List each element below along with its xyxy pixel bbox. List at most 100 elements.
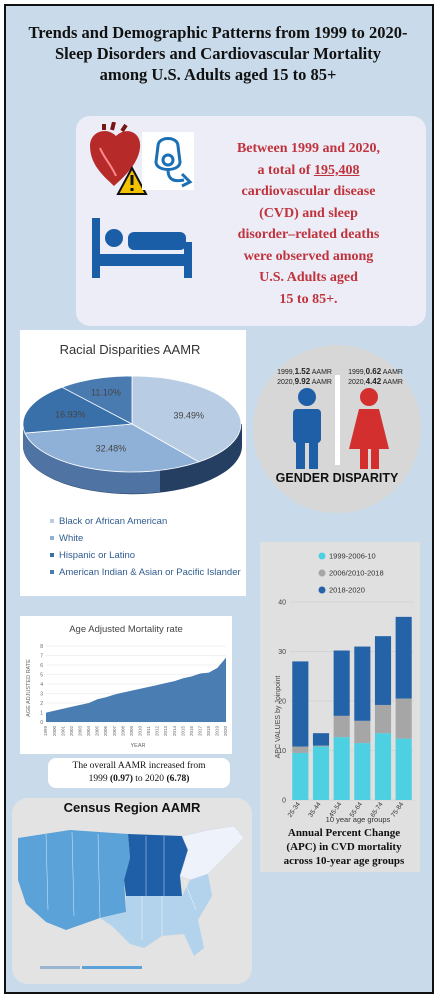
race-legend-item: White [50,533,83,544]
aamr-chart-title: Age Adjusted Mortality rate [69,624,183,635]
female-1999-year: 1999, [348,369,366,376]
apc-xtick: 25-34 [287,801,302,819]
census-panel: Census Region AAMR [12,798,252,984]
legend-label: White [59,533,84,544]
apc-bar-segment [395,616,412,699]
aamr-xtick: 2017 [197,726,202,737]
legend-swatch [50,536,54,541]
apc-bar-segment [312,733,330,746]
intro-line-4: (CVD) and sleep [259,205,358,221]
aamr-xtick: 2013 [163,726,168,737]
male-2020-unit: AAMR [311,379,332,386]
aamr-ytick: 5 [40,673,43,679]
northeast-region [179,825,245,881]
aamr-ytick: 2 [40,701,43,707]
intro-icons [90,122,194,278]
apc-bar-segment [333,737,350,800]
aamr-xtick: 2019 [215,726,220,737]
apc-bar-segment [374,733,392,800]
intro-total-deaths: 195,408 [313,162,360,178]
aamr-xtick: 2008 [120,726,125,737]
us-map [18,825,245,969]
apc-caption-line-1: Annual Percent Change [287,827,401,839]
apc-ytick: 10 [278,748,286,755]
sleep-mask-icon [142,132,194,190]
intro-line-8: 15 to 85+. [279,291,338,307]
apc-ytick: 30 [278,649,286,656]
race-legend-item: Black or African American [50,516,167,527]
apc-ytick: 40 [278,600,286,607]
apc-chart: 1999-2006-10 2006/2010-2018 2018-2020 0 10 2… [275,552,414,824]
title-line-3: among U.S. Adults aged 15 to 85+ [99,65,337,84]
aamr-xtick: 2003 [77,726,82,737]
legend-swatch [50,553,54,558]
intro-line-7: U.S. Adults aged [259,270,358,285]
aamr-xtick: 2005 [95,726,100,737]
aamr-caption-2020: (6.78) [166,774,190,784]
apc-legend-label: 1999-2006-10 [329,552,376,561]
apc-legend-label: 2018-2020 [329,586,365,595]
south-region [100,874,212,956]
aamr-ytick: 7 [40,654,43,660]
map-legend-bar-2 [82,966,142,969]
census-title: Census Region AAMR [63,800,201,815]
apc-bar-segment [292,752,309,800]
state-borders [45,831,197,940]
aamr-ylabel: AGE ADJUSTED RATE [26,659,32,717]
legend-label: American Indian & Asian or Pacific Islan… [59,567,241,578]
male-aamr-text: 1999,1.52 AAMR 2020,9.92 AAMR [268,367,332,387]
gender-divider [335,375,340,465]
intro-card: Between 1999 and 2020, a total of 195,40… [76,116,426,326]
aamr-ytick: 0 [40,720,43,726]
race-legend-item: Hispanic or Latino [50,550,135,561]
aamr-area [46,657,226,722]
intro-line-5: disorder–related deaths [237,227,380,242]
race-pie-chart: 39.49% 32.48% 16.93% 11.10% [22,375,242,495]
aamr-xtick: 2012 [155,726,160,737]
aamr-xtick: 2011 [146,726,151,736]
aamr-caption-pre: 1999 [88,774,110,784]
heart-icon [90,122,141,186]
female-1999-unit: AAMR [382,369,403,376]
apc-legend-swatch [318,552,326,560]
aamr-caption-1999: (0.97) [109,774,133,784]
aamr-xtick: 2014 [172,726,177,737]
female-aamr-text: 1999,0.62 AAMR 2020,4.42 AAMR [339,367,403,387]
gender-figures [293,375,389,469]
apc-legend-swatch [318,586,326,594]
aamr-ytick: 1 [40,711,43,717]
female-2020-unit: AAMR [382,379,403,386]
apc-ylabel: APC VALUES by Joinpoint [275,676,282,759]
apc-xlabel: 10 year age groups [326,815,391,824]
pie-label: 39.49% [173,410,204,420]
apc-bar-segment [354,646,371,721]
aamr-xtick: 2001 [60,726,65,737]
title-line-2: Sleep Disorders and Cardiovascular Morta… [54,44,381,63]
apc-bar-segment [312,745,330,747]
gender-title: GENDER DISPARITY [275,471,399,485]
apc-bar-segment [333,715,350,738]
aamr-caption: The overall AAMR increased from 1999 (0.… [48,758,230,788]
pie-slice [61,375,133,425]
pie-label: 16.93% [55,409,86,419]
legend-label: Hispanic or Latino [59,550,136,561]
apc-bar-segment [354,720,371,744]
race-legend-item: American Indian & Asian or Pacific Islan… [50,567,241,578]
apc-bar-segment [395,738,412,800]
apc-caption-line-2: (APC) in CVD mortality [286,841,402,853]
apc-xtick: 75-84 [390,801,405,819]
apc-panel: 1999-2006-10 2006/2010-2018 2018-2020 0 10 2… [260,542,420,872]
apc-ytick: 20 [278,699,286,706]
intro-line-2: a total of 195,408 [196,160,421,182]
apc-caption: Annual Percent Change (APC) in CVD morta… [270,826,418,868]
apc-bar-segment [292,661,309,747]
bed-icon [92,218,192,278]
intro-line-3: cardiovascular disease [241,184,376,199]
aamr-xtick: 2006 [103,726,108,737]
aamr-caption-line-1: The overall AAMR increased from [72,761,206,771]
race-title: Racial Disparities AAMR [59,342,201,357]
map-legend-bar [40,966,80,969]
apc-bar-segment [354,743,371,800]
pie-label: 32.48% [96,444,127,454]
